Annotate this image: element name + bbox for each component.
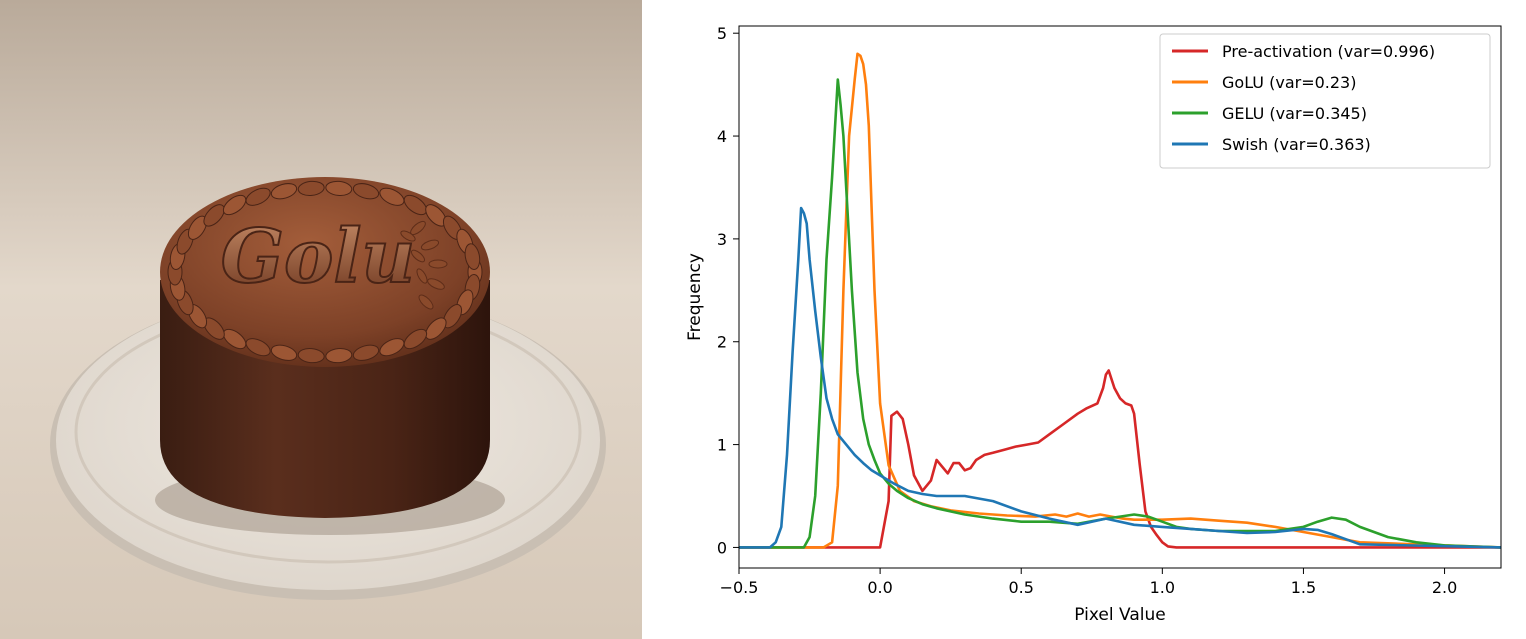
cake-piping [167, 180, 483, 364]
piping-swirl [352, 344, 380, 361]
piping-swirl [464, 243, 481, 270]
piping-swirl [203, 204, 225, 227]
y-tick-label: 3 [717, 230, 727, 249]
piping-swirl [297, 180, 325, 196]
x-tick-label: 0.5 [1008, 578, 1033, 597]
leaf-decoration [400, 220, 448, 310]
x-tick-label: 1.0 [1150, 578, 1175, 597]
piping-swirl [403, 328, 428, 350]
piping-swirl [245, 338, 271, 357]
x-tick-label: −0.5 [720, 578, 759, 597]
cake-photo-illustration: Golu [0, 0, 642, 639]
y-tick-label: 4 [717, 127, 727, 146]
x-tick-label: 1.5 [1291, 578, 1316, 597]
cake-lettering: Golu [221, 214, 415, 300]
piping-swirl [379, 338, 405, 357]
cake-top [160, 177, 490, 367]
piping-swirl [187, 215, 208, 240]
y-tick-label: 0 [717, 538, 727, 557]
x-tick-label: 2.0 [1432, 578, 1457, 597]
x-tick-label: 0.0 [867, 578, 892, 597]
series-line-4 [739, 206, 1501, 549]
frequency-chart: −0.5 0.0 0.5 1.0 1.5 2.0 0 1 2 3 4 5 Pixel Value F… [685, 24, 1502, 625]
legend-entry: Pre-activation (var=0.996) [1222, 42, 1435, 61]
piping-swirl [245, 187, 271, 206]
piping-swirl [325, 348, 353, 364]
legend: Pre-activation (var=0.996) GoLU (var=0.23… [1159, 33, 1491, 169]
series-line-1 [739, 369, 1501, 549]
piping-swirl [297, 348, 325, 364]
piping-swirl [222, 194, 247, 216]
series-layer [739, 52, 1501, 549]
y-tick-label: 5 [717, 24, 727, 43]
piping-swirl [222, 328, 247, 350]
y-tick-label: 1 [717, 436, 727, 455]
piping-swirl [403, 194, 428, 216]
series-line-3 [739, 78, 1501, 549]
piping-swirl [352, 183, 380, 200]
piping-swirl [425, 317, 447, 340]
legend-entry: Swish (var=0.363) [1222, 135, 1371, 154]
piping-swirl [379, 187, 405, 206]
piping-swirl [442, 304, 463, 329]
legend-entry: GELU (var=0.345) [1222, 104, 1367, 123]
legend-box [1159, 33, 1491, 169]
series-line-2 [739, 52, 1501, 549]
x-axis: −0.5 0.0 0.5 1.0 1.5 2.0 [720, 568, 1457, 597]
y-axis-label: Frequency [685, 253, 705, 341]
chart-panel: −0.5 0.0 0.5 1.0 1.5 2.0 0 1 2 3 4 5 Pixel Value F… [642, 0, 1526, 639]
y-tick-label: 2 [717, 333, 727, 352]
cake-photo: Golu [0, 0, 642, 639]
legend-entry: GoLU (var=0.23) [1222, 73, 1356, 92]
piping-swirl [325, 180, 353, 196]
x-axis-label: Pixel Value [1074, 605, 1165, 625]
piping-swirl [270, 183, 298, 200]
plot-frame [738, 25, 1502, 569]
y-axis: 0 1 2 3 4 5 [717, 24, 739, 557]
piping-swirl [270, 344, 298, 361]
